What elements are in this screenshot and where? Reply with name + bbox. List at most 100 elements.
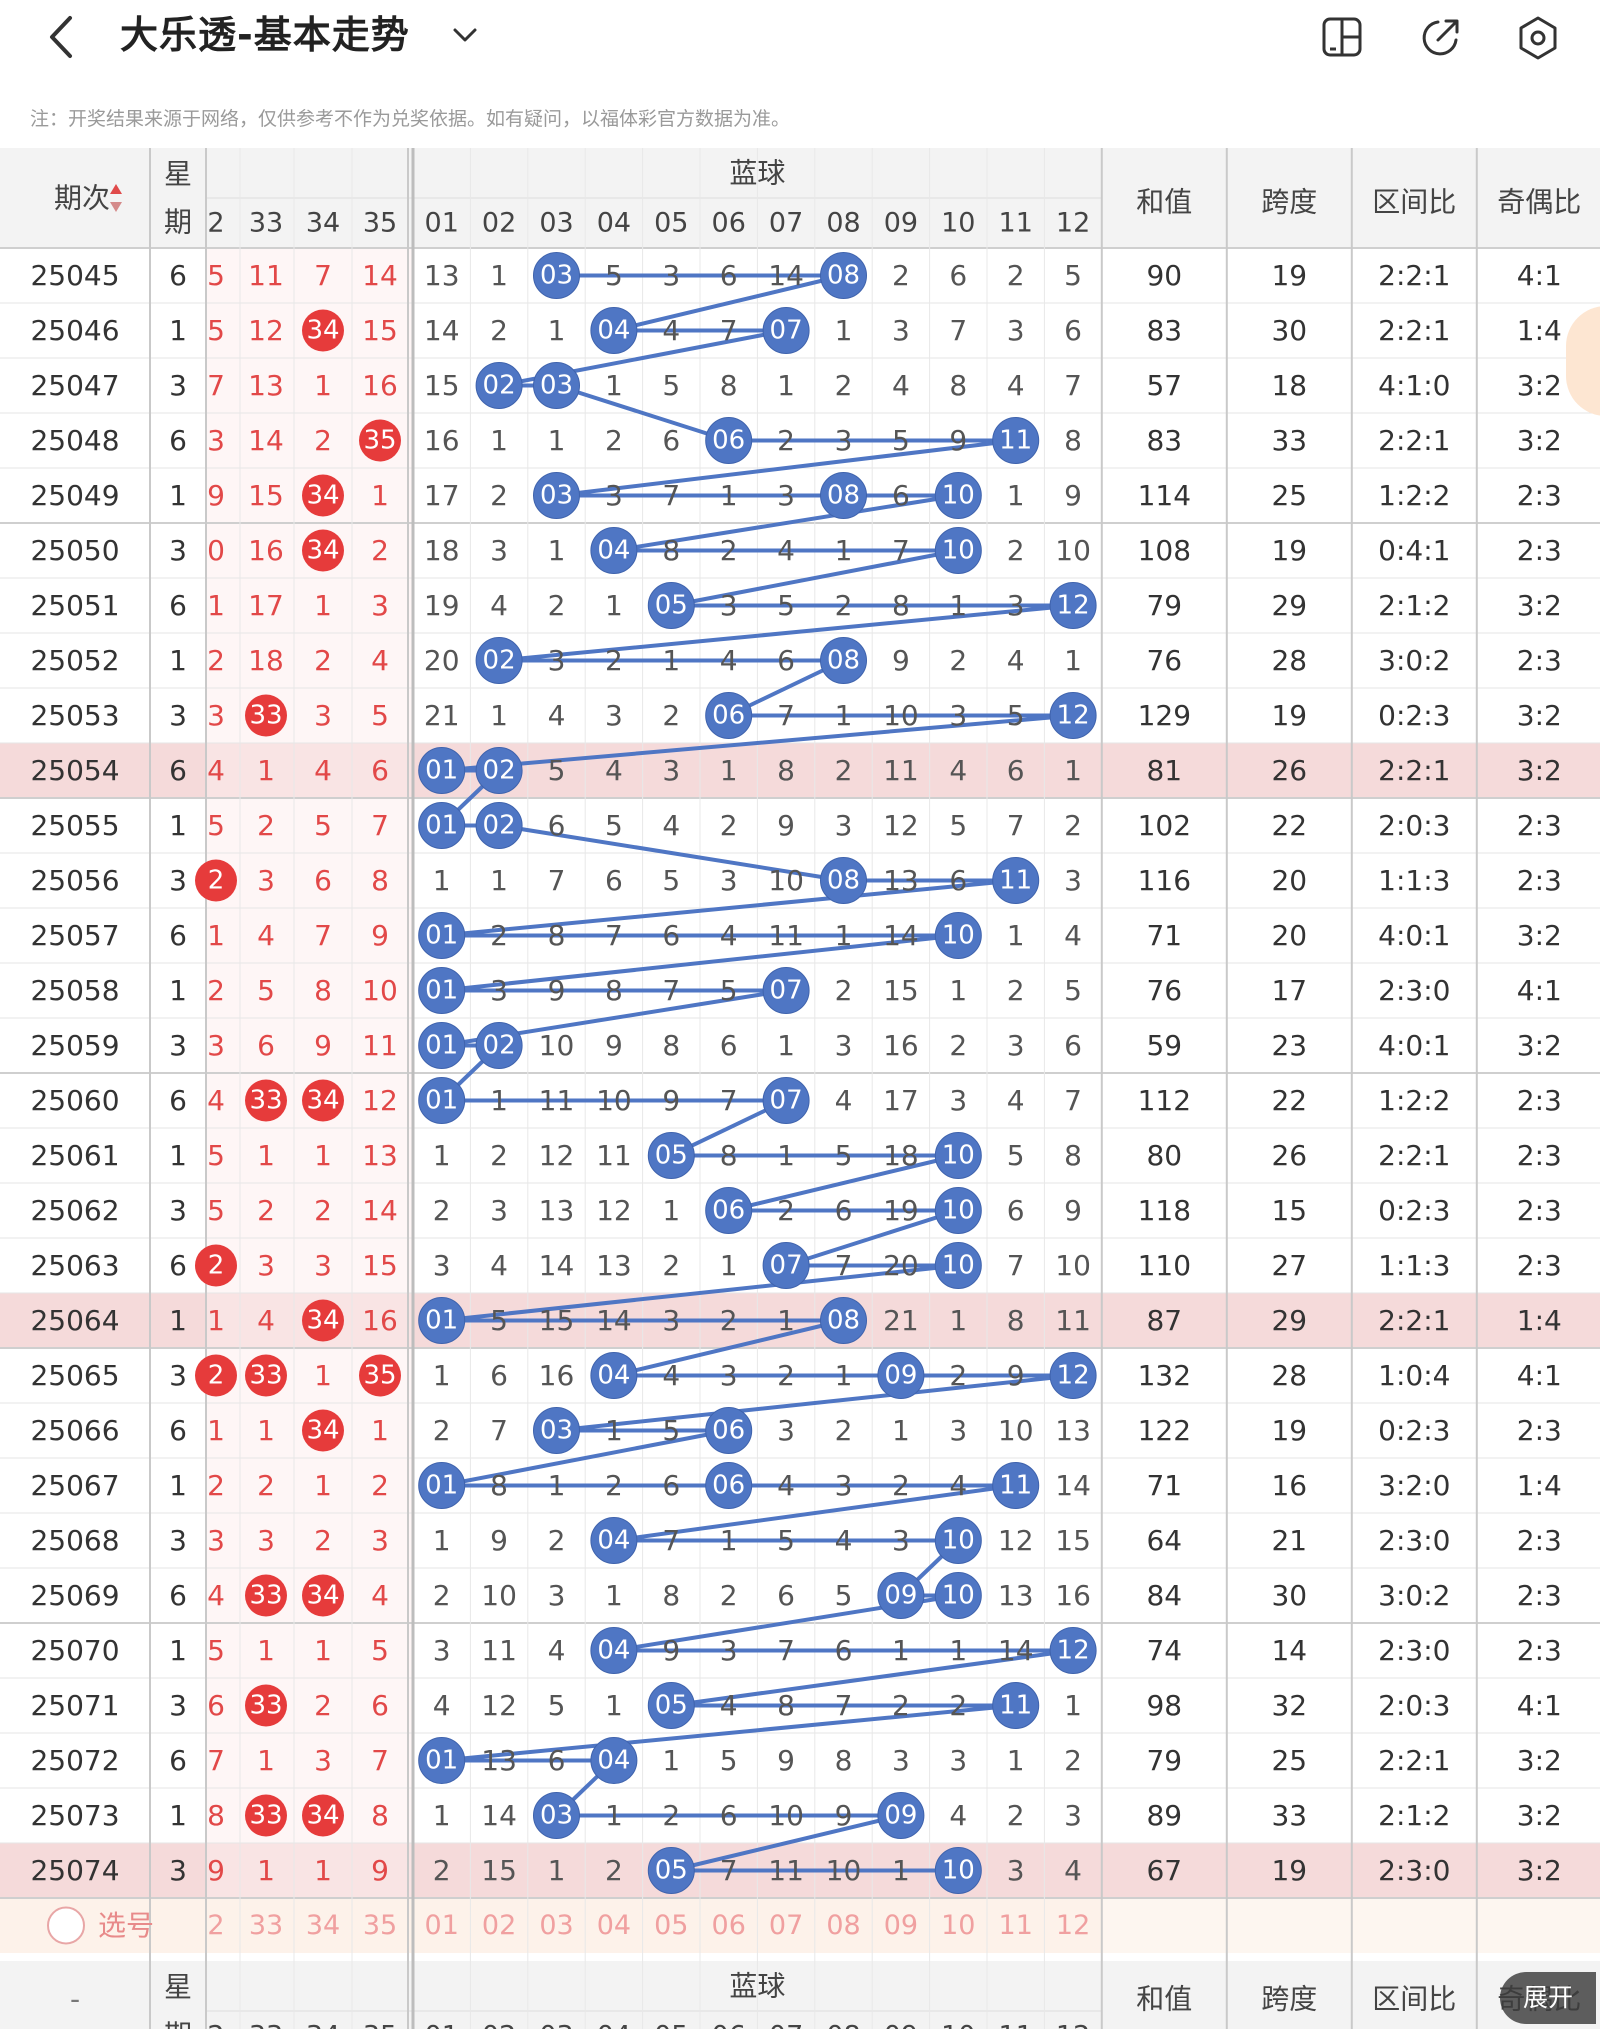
share-icon[interactable] [1416,14,1464,62]
header-blue-col: 04 [597,2021,631,2029]
blue-omission-cell: 13 [596,1249,632,1282]
stat-cell: 28 [1271,644,1307,677]
blue-omission-cell: 2 [490,479,508,512]
stat-cell: 4:1 [1517,1689,1562,1722]
front-omission-cell: 1 [207,589,225,622]
blue-omission-cell: 13 [1055,1414,1091,1447]
front-omission-cell: 1 [257,1139,275,1172]
period-cell: 25045 [30,259,119,292]
front-omission-cell: 5 [207,809,225,842]
front-omission-cell: 15 [362,1249,398,1282]
blue-ball-number: 01 [425,921,458,951]
split-screen-icon[interactable] [1318,14,1366,62]
blue-omission-cell: 2 [835,974,853,1007]
floating-assistant-bubble[interactable] [1566,306,1600,416]
stat-cell: 4:0:1 [1378,919,1450,952]
chevron-left-icon[interactable] [40,12,84,62]
blue-omission-cell: 1 [605,1689,623,1722]
blue-omission-cell: 6 [777,644,795,677]
blue-omission-cell: 1 [548,534,566,567]
blue-omission-cell: 1 [777,1304,795,1337]
stat-cell: 4:1 [1517,1359,1562,1392]
blue-omission-cell: 7 [548,864,566,897]
blue-omission-cell: 16 [539,1359,575,1392]
blue-ball [1049,1627,1097,1674]
blue-ball-number: 02 [483,646,516,676]
blue-omission-cell: 5 [490,1304,508,1337]
front-omission-cell: 7 [207,369,225,402]
blue-ball-number: 10 [942,1251,975,1281]
stat-cell: 2:2:1 [1378,1744,1450,1777]
stat-cell: 122 [1138,1414,1191,1447]
blue-omission-cell: 2 [892,1689,910,1722]
blue-ball [820,857,867,904]
stat-cell: 3:2 [1517,1799,1562,1832]
stat-cell: 3:2 [1517,699,1562,732]
chevron-down-icon[interactable] [450,22,480,48]
blue-omission-cell: 5 [720,1744,738,1777]
blue-omission-cell: 9 [490,1524,508,1557]
blue-ball-number: 10 [942,1526,975,1556]
blue-omission-cell: 4 [1064,919,1082,952]
blue-ball-number: 12 [1057,591,1090,621]
front-omission-cell: 7 [314,919,332,952]
blue-omission-cell: 11 [883,754,919,787]
stat-cell: 19 [1271,1854,1307,1887]
header-stat: 奇偶比 [1497,186,1581,219]
period-cell: 25073 [30,1799,119,1832]
period-cell: 25065 [30,1359,119,1392]
blue-ball-number: 01 [425,976,458,1006]
weekday-cell: 3 [169,1029,187,1062]
page-title[interactable]: 大乐透-基本走势 [120,13,410,57]
front-omission-cell: 6 [207,1689,225,1722]
blue-ball-number: 08 [827,1306,860,1336]
stat-cell: 4:0:1 [1378,1029,1450,1062]
stat-cell: 2:3:0 [1378,1524,1450,1557]
expand-button[interactable]: 展开 [1500,1972,1596,2024]
blue-ball [475,637,523,684]
select-blue-num: 09 [884,1910,918,1941]
blue-omission-cell: 1 [949,1634,967,1667]
sort-down-icon[interactable] [110,202,122,212]
stat-cell: 83 [1146,424,1182,457]
blue-ball-number: 06 [712,426,745,456]
blue-omission-cell: 3 [835,1469,853,1502]
stat-cell: 76 [1146,644,1182,677]
front-omission-cell: 15 [362,314,398,347]
blue-omission-cell: 4 [490,1249,508,1282]
blue-omission-cell: 13 [998,1579,1034,1612]
blue-omission-cell: 6 [662,424,680,457]
blue-omission-cell: 3 [548,1579,566,1612]
settings-icon[interactable] [1514,14,1562,62]
period-cell: 25067 [30,1469,119,1502]
sort-up-icon[interactable] [110,184,122,194]
disclaimer-notice: 注：开奖结果来源于网络，仅供参考不作为兑奖依据。如有疑问，以福体彩官方数据为准。 [30,108,791,130]
select-radio[interactable] [47,1906,85,1945]
blue-ball [820,252,867,299]
front-omission-cell: 11 [362,1029,398,1062]
select-front-num: 35 [363,1910,397,1941]
stat-cell: 83 [1146,314,1182,347]
select-blue-num: 02 [482,1910,516,1941]
stat-cell: 71 [1146,1469,1182,1502]
weekday-cell: 3 [169,1194,187,1227]
blue-omission-cell: 5 [605,259,623,292]
blue-omission-cell: 8 [1064,424,1082,457]
stat-cell: 1:2:2 [1378,479,1450,512]
blue-omission-cell: 3 [1007,589,1025,622]
stat-cell: 19 [1271,534,1307,567]
header-front-col: 35 [363,2021,397,2029]
blue-ball [934,527,982,574]
blue-omission-cell: 3 [662,754,680,787]
select-blue-num: 04 [597,1910,631,1941]
stat-cell: 2:1:2 [1378,1799,1450,1832]
blue-omission-cell: 8 [835,1744,853,1777]
header-stat: 跨度 [1261,1983,1317,2016]
blue-omission-cell: 10 [1055,1249,1091,1282]
weekday-cell: 6 [169,1084,187,1117]
period-cell: 25050 [30,534,119,567]
stat-cell: 114 [1138,479,1191,512]
blue-omission-cell: 1 [662,1194,680,1227]
blue-omission-cell: 10 [768,864,804,897]
header-front-col: 33 [249,2021,283,2029]
